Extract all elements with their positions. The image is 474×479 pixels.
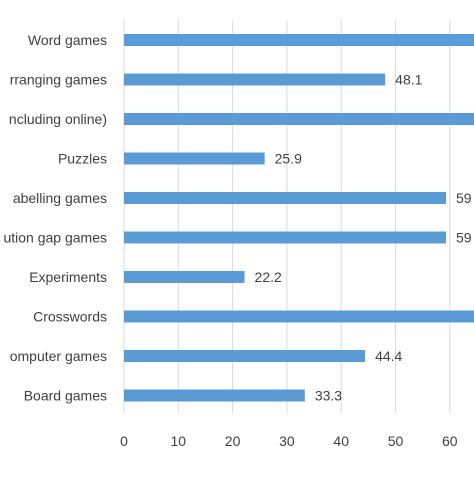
x-axis-ticks: 0 10 20 30 40 50 60	[120, 433, 458, 449]
value-label: 48.1	[395, 72, 422, 88]
category-labels: Word games rranging games ncluding online)…	[3, 32, 107, 404]
value-label: 44.4	[375, 348, 402, 364]
category-label: Crosswords	[33, 309, 107, 325]
bar	[124, 152, 265, 165]
x-tick-label: 30	[279, 433, 295, 449]
category-label: rranging games	[10, 72, 107, 88]
category-label: ncluding online)	[9, 111, 107, 127]
category-label: Experiments	[29, 269, 107, 285]
bar	[124, 113, 474, 125]
bar	[124, 73, 386, 86]
category-label: abelling games	[13, 190, 107, 206]
value-label: 59	[456, 230, 472, 246]
category-label: Board games	[24, 388, 107, 404]
bar	[124, 271, 245, 283]
x-tick-label: 50	[388, 433, 404, 449]
bar	[124, 310, 474, 323]
x-tick-label: 10	[171, 433, 187, 449]
value-label: 22.2	[255, 269, 282, 285]
bars	[124, 34, 474, 402]
category-label: Puzzles	[58, 151, 107, 167]
bar	[124, 231, 446, 244]
x-tick-label: 40	[333, 433, 349, 449]
bar	[124, 350, 366, 362]
bar	[124, 34, 474, 46]
category-label: Word games	[28, 32, 107, 48]
value-label: 33.3	[315, 388, 342, 404]
x-tick-label: 20	[225, 433, 241, 449]
value-label: 25.9	[275, 151, 302, 167]
bar	[124, 192, 446, 204]
category-label: omputer games	[10, 348, 107, 364]
bar	[124, 389, 305, 402]
x-tick-label: 0	[120, 433, 128, 449]
category-label: ution gap games	[3, 230, 107, 246]
value-label: 59	[456, 190, 472, 206]
value-labels: 48.1 25.9 59 59 22.2 44.4 33.3	[255, 72, 472, 404]
x-tick-label: 60	[442, 433, 458, 449]
